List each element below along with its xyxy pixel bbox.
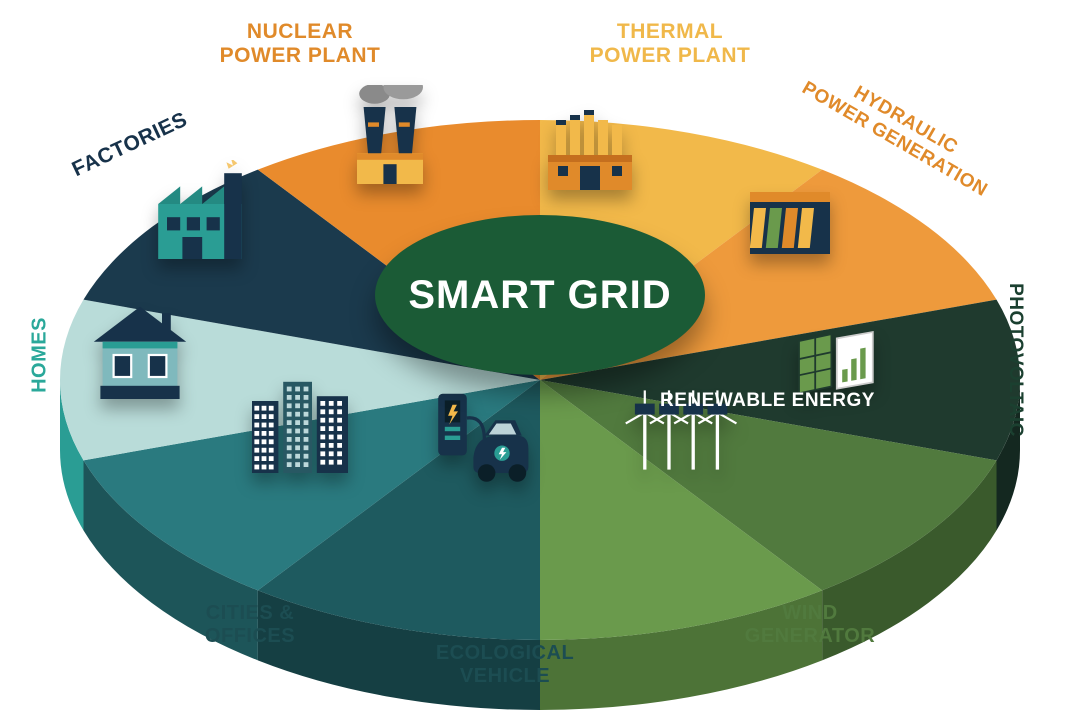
ev-charging-icon	[415, 385, 545, 495]
factory-icon	[140, 160, 260, 270]
center-hub: SMART GRID	[375, 215, 705, 375]
label-homes: HOMES	[29, 317, 52, 393]
label-nuclear: NUCLEAR POWER PLANT	[220, 20, 381, 68]
infographic-stage: NUCLEAR POWER PLANTTHERMAL POWER PLANTHY…	[0, 0, 1080, 720]
thermal-plant-icon	[530, 100, 650, 200]
hydraulic-icon	[730, 170, 850, 270]
nuclear-plant-icon	[330, 85, 450, 195]
ev-charging-icon	[415, 385, 545, 495]
label-wind: WIND GENERATOR	[745, 602, 875, 648]
hydraulic-icon	[730, 170, 850, 270]
house-icon	[80, 300, 200, 410]
nuclear-plant-icon	[330, 85, 450, 195]
renewable-energy-label: RENEWABLE ENERGY	[660, 390, 875, 412]
label-cities-offices: CITIES & OFFICES	[205, 602, 295, 648]
city-buildings-icon	[240, 365, 360, 485]
factory-icon	[140, 160, 260, 270]
label-photovoltaic: PHOTOVOLTAIC	[1004, 283, 1026, 437]
center-title: SMART GRID	[408, 273, 671, 318]
city-buildings-icon	[240, 365, 360, 485]
label-thermal: THERMAL POWER PLANT	[590, 20, 751, 68]
house-icon	[80, 300, 200, 410]
label-ecological-vehicle: ECOLOGICAL VEHICLE	[436, 642, 574, 688]
thermal-plant-icon	[530, 100, 650, 200]
